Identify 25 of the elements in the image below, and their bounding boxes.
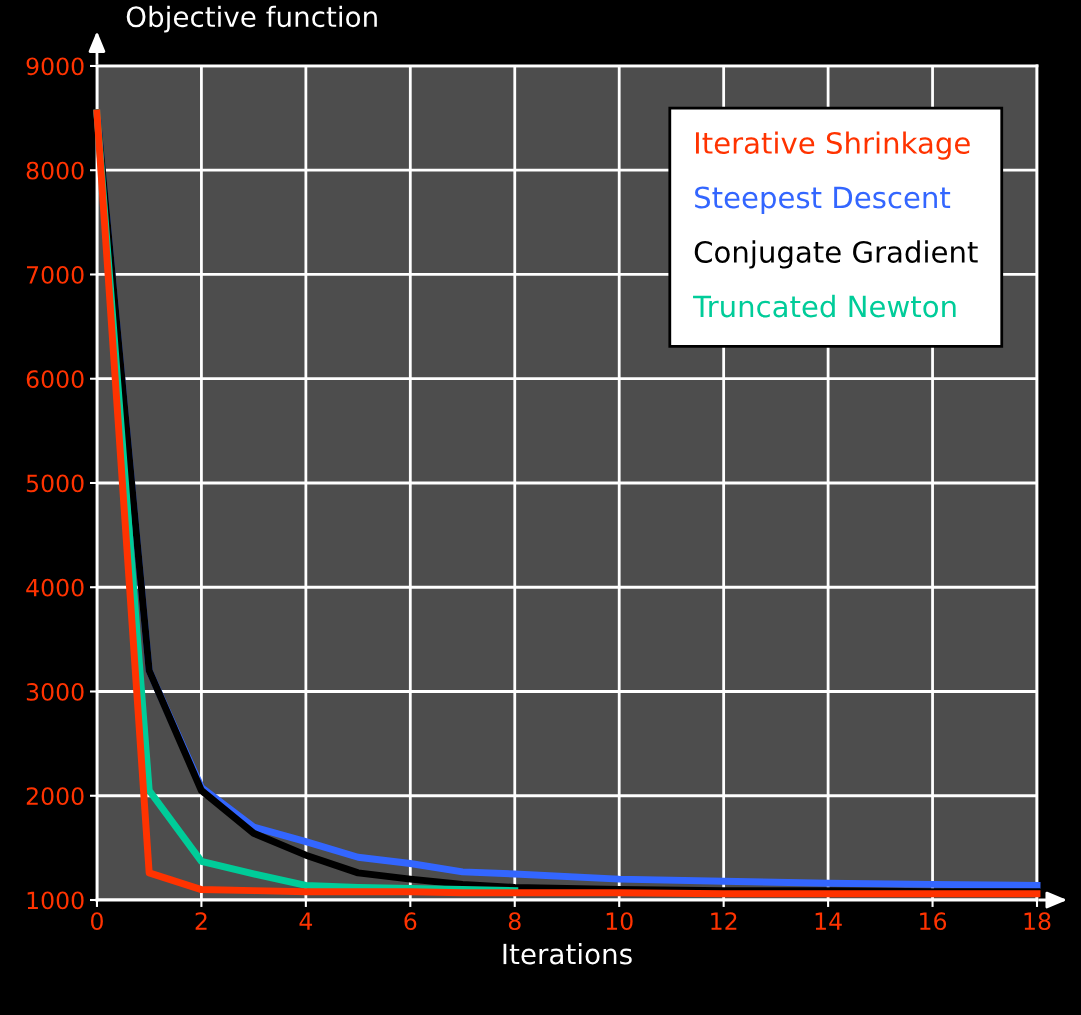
y-tick-label: 9000 [26, 57, 84, 76]
x-tick-label: 2 [195, 912, 207, 930]
text: Conjugate Gradient [694, 240, 978, 269]
y-tick-label: 3000 [26, 682, 84, 701]
x-tick-label: 8 [508, 912, 521, 931]
y-axis-title: Objective function [126, 5, 377, 33]
y-tick-label: 1000 [27, 891, 84, 910]
text: Steepest Descent [695, 186, 951, 215]
x-tick-label: 10 [606, 912, 633, 931]
x-axis-title: Iterations [503, 942, 632, 965]
y-tick-label: 2000 [26, 787, 84, 806]
x-tick-label: 14 [815, 912, 842, 930]
y-tick-label: 4000 [26, 578, 84, 597]
y-tick-label: 5000 [26, 474, 84, 493]
text: Iterative Shrinkage [696, 131, 970, 160]
y-tick-label: 8000 [26, 161, 84, 180]
text: Truncated Newton [693, 294, 956, 318]
x-tick-label: 6 [404, 912, 417, 931]
x-tick-label: 18 [1024, 912, 1051, 931]
x-tick-label: 16 [920, 912, 947, 931]
y-tick-label: 7000 [27, 265, 84, 284]
x-tick-label: 12 [711, 912, 737, 930]
x-tick-label: 4 [299, 912, 313, 930]
y-tick-label: 6000 [26, 370, 84, 389]
x-tick-label: 0 [91, 912, 103, 931]
